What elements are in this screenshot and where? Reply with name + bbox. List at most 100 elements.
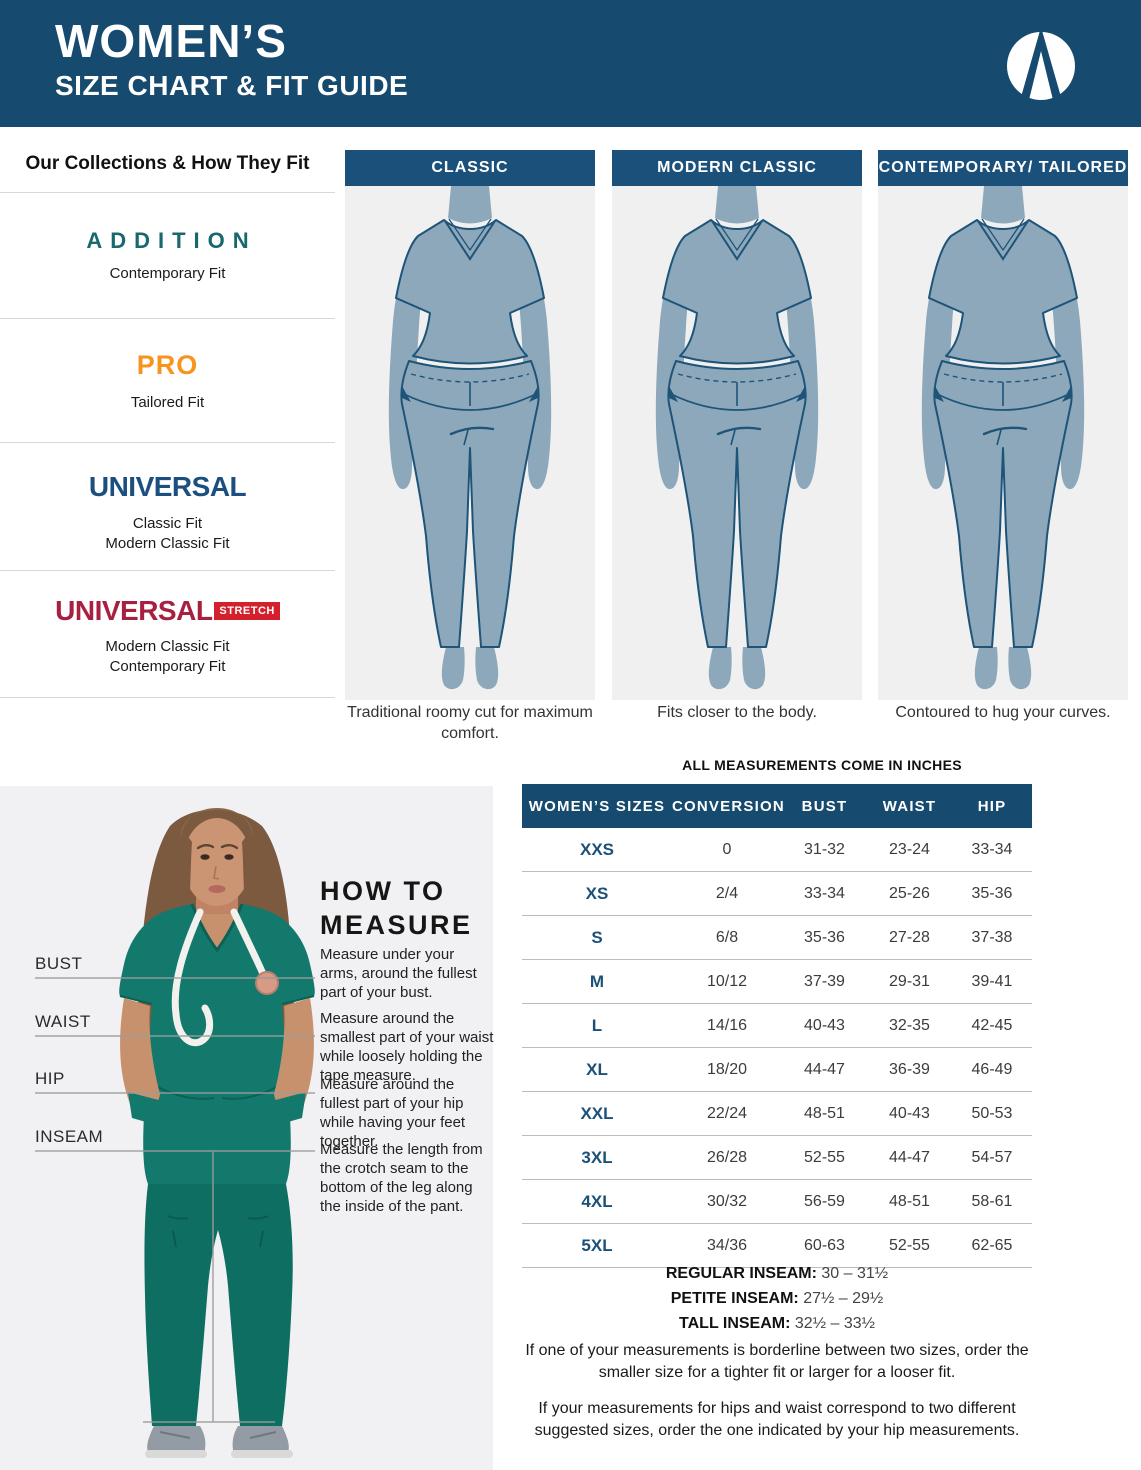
- scrub-figure-illustration: [654, 186, 820, 691]
- col-header-conversion: CONVERSION: [672, 797, 785, 815]
- bust-cell: 33-34: [804, 884, 845, 902]
- fit-panel-title: CONTEMPORARY/ TAILORED: [878, 150, 1128, 186]
- conversion-cell: 10/12: [706, 972, 748, 990]
- brand-pro-fit: Tailored Fit: [130, 394, 205, 411]
- size-cell: L: [591, 1015, 603, 1035]
- conversion-cell: 6/8: [715, 928, 739, 946]
- tall-inseam: TALL INSEAM: 32½ – 33½: [522, 1311, 1032, 1336]
- regular-inseam-value: 30 – 31½: [821, 1265, 889, 1282]
- table-row: XS 2/4 33-34 25-26 35-36: [522, 872, 1032, 916]
- conversion-cell: 34/36: [706, 1236, 748, 1254]
- size-table-header: WOMEN’S SIZES CONVERSION BUST WAIST HIP: [522, 784, 1032, 828]
- bust-cell: 48-51: [804, 1104, 845, 1122]
- tall-inseam-value: 32½ – 33½: [794, 1315, 875, 1332]
- size-cell: 3XL: [581, 1147, 613, 1167]
- col-header-bust: BUST: [801, 797, 848, 815]
- brand-addition: ADDITION: [86, 228, 257, 253]
- measurements-note: ALL MEASUREMENTS COME IN INCHES: [682, 757, 962, 773]
- divider: [0, 697, 335, 698]
- waist-cell: 36-39: [889, 1060, 930, 1078]
- fit-caption-classic: Traditional roomy cut for maximum comfor…: [347, 704, 593, 742]
- fit-caption-contemporary: Contoured to hug your curves.: [895, 704, 1111, 721]
- table-row: L 14/16 40-43 32-35 42-45: [522, 1004, 1032, 1048]
- footnote-hip-waist: If your measurements for hips and waist …: [534, 1400, 1020, 1439]
- bust-cell: 37-39: [804, 972, 845, 990]
- size-cell: M: [589, 971, 605, 991]
- brand-universal: UNIVERSAL: [88, 471, 247, 502]
- table-row: XL 18/20 44-47 36-39 46-49: [522, 1048, 1032, 1092]
- scrub-figure-illustration: [387, 186, 553, 691]
- waist-cell: 40-43: [889, 1104, 930, 1122]
- brand-logo-icon: [1007, 27, 1075, 104]
- fit-panel-contemporary: CONTEMPORARY/ TAILORED: [878, 150, 1128, 700]
- brand-universal-stretch: UNIVERSAL STRETCH: [0, 595, 335, 627]
- conversion-cell: 18/20: [706, 1060, 748, 1078]
- size-cell: XS: [585, 883, 609, 903]
- waist-cell: 25-26: [889, 884, 930, 902]
- fit-panel-title: MODERN CLASSIC: [612, 150, 862, 186]
- conversion-cell: 14/16: [706, 1016, 748, 1034]
- col-header-sizes: WOMEN’S SIZES: [528, 797, 666, 815]
- bust-cell: 56-59: [804, 1192, 845, 1210]
- fit-figure-contemporary: [878, 186, 1128, 700]
- size-table: WOMEN’S SIZES CONVERSION BUST WAIST HIP …: [522, 784, 1032, 1268]
- header-banner: WOMEN’S SIZE CHART & FIT GUIDE: [0, 0, 1141, 127]
- fit-panel-modern-classic: MODERN CLASSIC: [612, 150, 862, 700]
- regular-inseam-label: REGULAR INSEAM:: [665, 1265, 817, 1282]
- bust-cell: 40-43: [804, 1016, 845, 1034]
- how-to-measure-line1: HOW TO: [320, 876, 446, 906]
- divider: [0, 570, 335, 571]
- size-cell: 4XL: [581, 1191, 613, 1211]
- waist-cell: 44-47: [889, 1148, 930, 1166]
- conversion-cell: 2/4: [715, 884, 739, 902]
- inseam-label: INSEAM: [35, 1127, 104, 1146]
- size-cell: 5XL: [581, 1235, 613, 1255]
- tall-inseam-label: TALL INSEAM:: [679, 1315, 791, 1332]
- table-row: M 10/12 37-39 29-31 39-41: [522, 960, 1032, 1004]
- inseam-instructions: Measure the length from the crotch seam …: [320, 1141, 483, 1215]
- conversion-cell: 22/24: [706, 1104, 748, 1122]
- bust-instructions: Measure under your arms, around the full…: [320, 946, 477, 1001]
- hip-cell: 37-38: [971, 928, 1013, 946]
- scrub-figure-illustration: [920, 186, 1086, 691]
- fit-caption-modern-classic: Fits closer to the body.: [657, 704, 817, 721]
- hip-cell: 33-34: [971, 840, 1013, 858]
- divider: [0, 318, 335, 319]
- page-subtitle: SIZE CHART & FIT GUIDE: [55, 70, 409, 101]
- waist-cell: 23-24: [889, 840, 930, 858]
- brand-universal-stretch-word: UNIVERSAL: [55, 595, 213, 626]
- table-row: 3XL 26/28 52-55 44-47 54-57: [522, 1136, 1032, 1180]
- waist-cell: 29-31: [889, 972, 930, 990]
- hip-cell: 50-53: [971, 1104, 1013, 1122]
- bust-cell: 44-47: [804, 1060, 845, 1078]
- divider: [0, 192, 335, 193]
- bust-cell: 60-63: [804, 1236, 845, 1254]
- table-row: XXS 0 31-32 23-24 33-34: [522, 828, 1032, 872]
- waist-cell: 48-51: [889, 1192, 930, 1210]
- divider: [0, 442, 335, 443]
- model-photo-illustration: [35, 808, 315, 1458]
- bust-cell: 35-36: [804, 928, 845, 946]
- hip-cell: 42-45: [971, 1016, 1013, 1034]
- collections-heading: Our Collections & How They Fit: [25, 153, 310, 174]
- size-cell: XXS: [579, 839, 615, 859]
- brand-addition-fit: Contemporary Fit: [109, 265, 226, 282]
- brand-pro: PRO: [136, 350, 199, 380]
- hip-cell: 46-49: [971, 1060, 1013, 1078]
- fit-panel-title: CLASSIC: [345, 150, 595, 186]
- col-header-hip: HIP: [977, 797, 1007, 815]
- bust-cell: 52-55: [804, 1148, 845, 1166]
- size-cell: XL: [586, 1059, 608, 1079]
- size-cell: S: [591, 927, 603, 947]
- col-header-waist: WAIST: [882, 797, 937, 815]
- waist-cell: 27-28: [889, 928, 930, 946]
- model-photo-panel: [0, 786, 493, 1470]
- conversion-cell: 26/28: [706, 1148, 748, 1166]
- how-to-measure-line2: MEASURE: [320, 910, 473, 940]
- hip-cell: 39-41: [971, 972, 1013, 990]
- hip-label: HIP: [35, 1069, 65, 1088]
- brand-universal-fit-1: Classic Fit: [132, 515, 203, 532]
- size-cell: XXL: [580, 1103, 614, 1123]
- petite-inseam-label: PETITE INSEAM:: [670, 1290, 799, 1307]
